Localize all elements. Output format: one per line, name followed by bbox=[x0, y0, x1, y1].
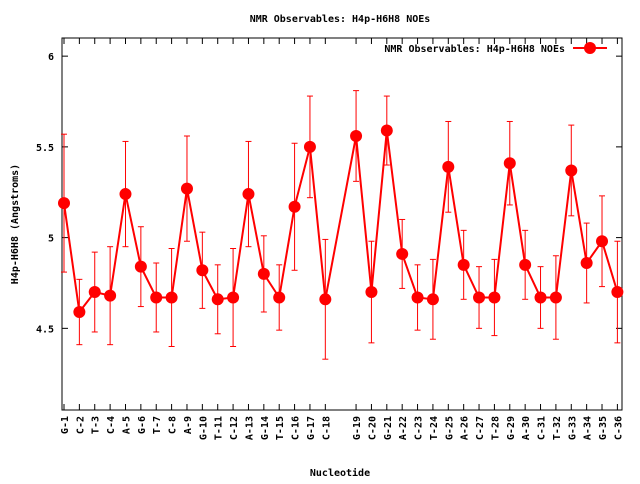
y-tick-label: 4.5 bbox=[36, 324, 54, 335]
x-tick-label: C-18 bbox=[321, 416, 332, 440]
x-tick-label: A-30 bbox=[521, 416, 532, 440]
data-point bbox=[73, 306, 86, 319]
data-point bbox=[411, 291, 424, 304]
x-tick-label: C-23 bbox=[414, 416, 425, 440]
x-tick-label: C-2 bbox=[75, 416, 86, 434]
y-axis: 4.5 5 5.5 6 bbox=[36, 52, 622, 335]
x-axis: G-1 C-2 T-3 C-4 A-5 G-6 T-7 C-8 A-9 G-10 T-11 C-12 A… bbox=[60, 38, 624, 440]
data-point bbox=[134, 260, 147, 273]
data-point bbox=[303, 140, 316, 153]
y-tick-label: 6 bbox=[48, 52, 54, 63]
data-point bbox=[426, 293, 439, 306]
x-tick-label: C-8 bbox=[168, 416, 179, 434]
x-tick-label: C-31 bbox=[537, 416, 548, 440]
data-point bbox=[519, 258, 532, 271]
data-point bbox=[88, 286, 101, 299]
data-point bbox=[442, 160, 455, 173]
data-point bbox=[596, 235, 609, 248]
x-tick-label: T-24 bbox=[429, 416, 440, 440]
x-tick-label: A-9 bbox=[183, 416, 194, 434]
data-point bbox=[288, 200, 301, 213]
data-point bbox=[150, 291, 163, 304]
data-point bbox=[242, 188, 255, 201]
data-point bbox=[365, 286, 378, 299]
data-point bbox=[211, 293, 224, 306]
x-tick-label: A-34 bbox=[583, 416, 594, 440]
y-axis-label: H4p-H6H8 (Angstroms) bbox=[10, 164, 21, 284]
x-tick-label: C-20 bbox=[367, 416, 378, 440]
x-tick-label: C-12 bbox=[229, 416, 240, 440]
data-point bbox=[380, 124, 393, 137]
legend-marker bbox=[584, 42, 596, 54]
x-tick-label: G-25 bbox=[444, 416, 455, 440]
x-tick-label: A-26 bbox=[460, 416, 471, 440]
x-tick-label: C-36 bbox=[613, 416, 624, 440]
x-tick-label: C-27 bbox=[475, 416, 486, 440]
data-point bbox=[257, 267, 270, 280]
x-tick-label: T-28 bbox=[490, 416, 501, 440]
data-point bbox=[180, 182, 193, 195]
x-tick-label: T-3 bbox=[91, 416, 102, 434]
data-point bbox=[350, 129, 363, 142]
x-tick-label: G-14 bbox=[260, 416, 271, 440]
data-point bbox=[611, 286, 624, 299]
error-bars bbox=[60, 90, 621, 360]
x-tick-label: C-16 bbox=[291, 416, 302, 440]
plot-area bbox=[61, 37, 623, 411]
series-line bbox=[63, 130, 619, 315]
x-tick-label: C-4 bbox=[106, 416, 117, 434]
x-tick-label: T-15 bbox=[275, 416, 286, 440]
x-tick-label: A-22 bbox=[398, 416, 409, 440]
legend: NMR Observables: H4p-H6H8 NOEs bbox=[384, 42, 607, 55]
x-tick-label: G-21 bbox=[383, 416, 394, 440]
data-point bbox=[165, 291, 178, 304]
x-tick-label: A-13 bbox=[244, 416, 255, 440]
data-point bbox=[273, 291, 286, 304]
data-point bbox=[227, 291, 240, 304]
x-tick-label: A-5 bbox=[121, 416, 132, 434]
x-tick-label: G-17 bbox=[306, 416, 317, 440]
x-tick-label: T-32 bbox=[552, 416, 563, 440]
x-tick-label: G-10 bbox=[198, 416, 209, 440]
x-tick-label: G-29 bbox=[506, 416, 517, 440]
data-point bbox=[119, 188, 132, 201]
x-tick-label: G-35 bbox=[598, 416, 609, 440]
data-point bbox=[473, 291, 486, 304]
data-point bbox=[57, 197, 70, 210]
data-point bbox=[396, 247, 409, 260]
y-tick-label: 5.5 bbox=[36, 143, 54, 154]
data-point bbox=[488, 291, 501, 304]
data-point bbox=[565, 164, 578, 177]
data-point bbox=[196, 264, 209, 277]
x-tick-label: G-6 bbox=[137, 416, 148, 434]
x-tick-label: G-33 bbox=[567, 416, 578, 440]
legend-label: NMR Observables: H4p-H6H8 NOEs bbox=[384, 44, 565, 55]
data-points bbox=[57, 124, 624, 319]
x-tick-label: T-7 bbox=[152, 416, 163, 434]
data-point bbox=[534, 291, 547, 304]
data-point bbox=[319, 293, 332, 306]
y-tick-label: 5 bbox=[48, 234, 54, 245]
x-axis-label: Nucleotide bbox=[310, 467, 370, 479]
chart-title: NMR Observables: H4p-H6H8 NOEs bbox=[250, 14, 431, 25]
data-point bbox=[104, 289, 117, 302]
data-point bbox=[503, 157, 516, 170]
x-tick-label: T-11 bbox=[214, 416, 225, 440]
data-point bbox=[580, 257, 593, 270]
data-point bbox=[549, 291, 562, 304]
x-tick-label: G-1 bbox=[60, 416, 71, 434]
x-tick-label: G-19 bbox=[352, 416, 363, 440]
data-point bbox=[457, 258, 470, 271]
